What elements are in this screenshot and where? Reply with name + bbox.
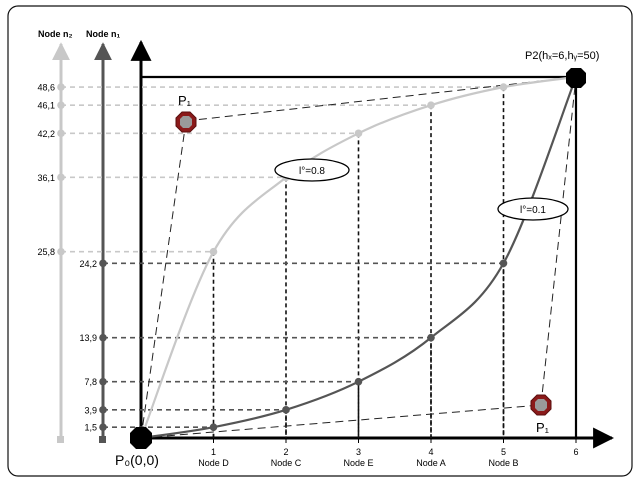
n1-axis-base (99, 436, 106, 443)
p1-top-label: P₁ (178, 93, 192, 108)
axis-point (57, 101, 65, 109)
side-tick-label: 3,9 (84, 405, 97, 415)
curve-light-label-bubble (274, 158, 350, 182)
axis-point (99, 406, 107, 414)
curve-point (354, 377, 363, 386)
guide-lines (61, 86, 505, 438)
x-tick-node-name: Node D (198, 458, 229, 468)
axis-point (57, 247, 65, 256)
side-tick-label: 7,8 (84, 377, 97, 387)
curve-point (209, 423, 218, 431)
side-tick-label: 36,1 (37, 173, 55, 183)
curve-point (354, 129, 363, 138)
curve-light (139, 75, 577, 439)
x-tick-value: 5 (501, 447, 506, 457)
control-line-light-2 (185, 76, 577, 122)
x-tick-node-name: Node C (271, 458, 302, 468)
n2-axis-label: Node n₂ (38, 29, 73, 39)
p2-marker (566, 68, 586, 88)
curve-point (209, 247, 218, 256)
p0-marker (130, 427, 152, 449)
axis-point (99, 377, 107, 386)
tick-labels: 48,646,142,236,125,824,213,97,83,91,51No… (37, 83, 578, 468)
axis-point (99, 259, 107, 268)
x-tick-node-name: Node E (343, 458, 373, 468)
curve-light-label: l°=0.8 (299, 166, 325, 177)
n2-axis-base (57, 436, 64, 443)
p2-label: P2(hₓ=6,hᵧ=50) (525, 50, 599, 62)
side-tick-label: 48,6 (37, 83, 55, 93)
control-line-light-1 (140, 120, 187, 439)
curve-point (427, 333, 435, 342)
curve-point (499, 83, 508, 91)
p0-label: P₀(0,0) (115, 452, 159, 468)
axis-point (99, 423, 107, 431)
n1-axis-label: Node n₁ (86, 29, 120, 39)
curves (139, 75, 578, 440)
curve-points (57, 83, 508, 431)
x-tick-value: 6 (573, 447, 578, 457)
axis-point (99, 333, 107, 342)
x-tick-value: 2 (283, 447, 288, 457)
side-tick-label: 1,5 (84, 423, 97, 433)
side-tick-label: 46,1 (37, 101, 55, 111)
control-polygon (140, 76, 577, 439)
x-tick-node-name: Node A (416, 458, 446, 468)
curve-point (427, 101, 435, 109)
control-line-dark-2 (540, 76, 577, 406)
curve-dark-label: l°=0.1 (520, 205, 546, 216)
x-tick-value: 1 (211, 447, 216, 457)
axis-point (57, 129, 65, 138)
control-line-dark-1 (140, 404, 542, 439)
p1-top-marker-inner (180, 116, 192, 128)
p1-bottom-label: P₁ (536, 420, 550, 435)
diagram-frame (7, 5, 633, 477)
curve-dark-label-bubble (497, 197, 569, 221)
axis-point (57, 83, 65, 91)
side-tick-label: 42,2 (37, 129, 55, 139)
curve-point (282, 406, 290, 414)
side-tick-label: 25,8 (37, 247, 55, 257)
p1-bottom-marker-inner (535, 399, 547, 411)
side-tick-label: 13,9 (79, 333, 97, 343)
curve-point (499, 259, 508, 268)
x-tick-value: 3 (356, 447, 361, 457)
curve-dark (140, 76, 578, 440)
side-tick-label: 24,2 (79, 259, 97, 269)
axis-point (57, 173, 65, 182)
x-tick-value: 4 (428, 447, 433, 457)
x-tick-node-name: Node B (488, 458, 518, 468)
